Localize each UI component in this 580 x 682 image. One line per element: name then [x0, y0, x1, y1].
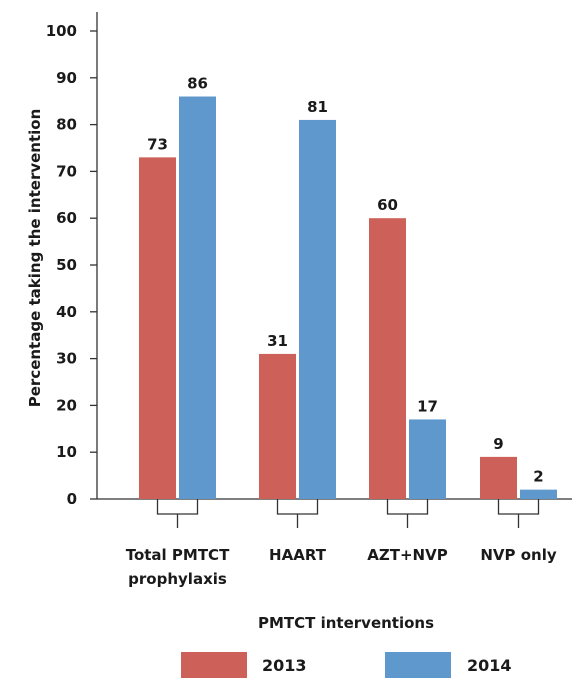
y-tick-label: 80 [56, 116, 77, 134]
bars [139, 96, 557, 500]
category-label: Total PMTCT prophylaxis [126, 546, 230, 588]
axes: 0 10 20 30 40 50 60 70 80 90 100 [46, 12, 572, 528]
data-label: 73 [147, 135, 168, 153]
bar-2013 [139, 157, 176, 500]
category-labels: Total PMTCT prophylaxis HAART AZT+NVP NVP on… [126, 546, 557, 588]
bar-2013 [259, 353, 296, 499]
data-label: 31 [267, 332, 288, 350]
legend-label: 2014 [467, 656, 512, 675]
bar-2014 [179, 96, 216, 500]
bar-2013 [369, 218, 406, 499]
category-label: NVP only [480, 546, 557, 564]
y-tick-label: 40 [56, 303, 77, 321]
y-tick-label: 0 [67, 490, 77, 508]
category-bracket [386, 499, 429, 528]
legend-label: 2013 [262, 656, 307, 675]
category-label: HAART [269, 546, 327, 564]
legend-swatch-2013 [181, 652, 247, 678]
data-label: 2 [533, 468, 543, 486]
bar-2014 [409, 419, 446, 499]
data-label: 86 [187, 75, 208, 93]
category-label-line: AZT+NVP [367, 546, 447, 564]
y-tick-label: 70 [56, 162, 77, 180]
y-tick-label: 50 [56, 256, 77, 274]
y-tick-label: 10 [56, 443, 77, 461]
y-tick-label: 20 [56, 396, 77, 414]
category-label-line: HAART [269, 546, 327, 564]
category-bracket [276, 499, 319, 528]
y-tick-label: 100 [46, 22, 77, 40]
category-label-line: prophylaxis [128, 570, 227, 588]
bar-2014 [299, 119, 336, 500]
y-tick-label: 90 [56, 69, 77, 87]
data-label: 9 [493, 435, 503, 453]
data-labels: 73 86 31 81 60 17 9 2 [147, 75, 544, 486]
y-axis-title: Percentage taking the intervention [26, 109, 44, 408]
legend: 2013 2014 [181, 652, 512, 678]
bar-2013 [480, 456, 517, 499]
y-tick-label: 30 [56, 350, 77, 368]
x-axis-title: PMTCT interventions [258, 614, 434, 632]
legend-swatch-2014 [385, 652, 451, 678]
data-label: 17 [417, 397, 438, 415]
category-bracket [156, 499, 199, 528]
category-bracket [497, 499, 540, 528]
category-label-line: Total PMTCT [126, 546, 230, 564]
bar-2014 [520, 489, 557, 499]
data-label: 60 [377, 196, 398, 214]
data-label: 81 [307, 98, 328, 116]
category-label: AZT+NVP [367, 546, 447, 564]
category-label-line: NVP only [480, 546, 557, 564]
y-tick-label: 60 [56, 209, 77, 227]
